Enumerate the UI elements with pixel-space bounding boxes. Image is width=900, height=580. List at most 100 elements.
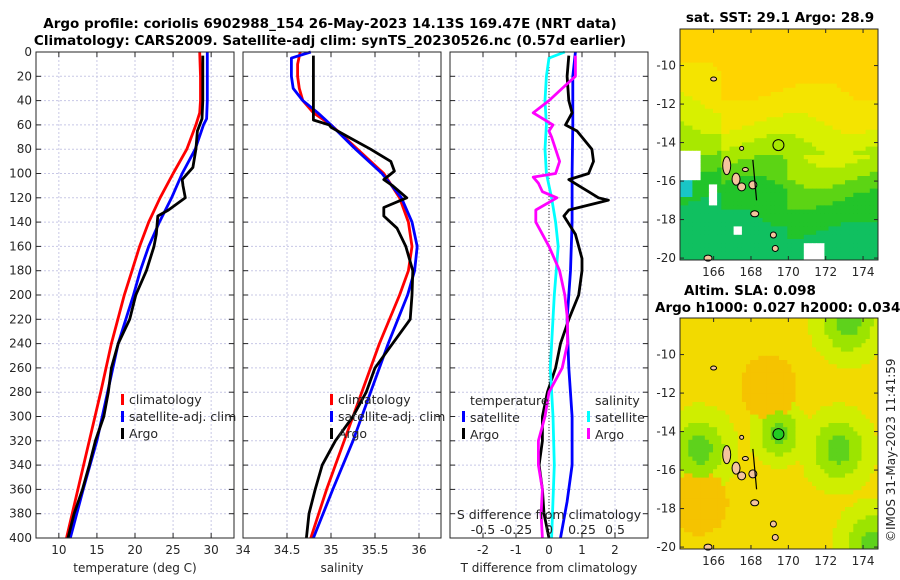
map-cell	[717, 368, 722, 373]
map-cell	[849, 431, 854, 436]
map-cell	[779, 385, 784, 390]
map-cell	[708, 355, 714, 361]
map-cell	[688, 79, 693, 84]
map-cell	[857, 213, 862, 219]
map-cell	[779, 360, 784, 365]
map-cell	[787, 150, 792, 156]
map-cell	[754, 339, 759, 344]
map-cell	[873, 71, 879, 76]
map-cell	[783, 117, 788, 122]
map-cell	[774, 33, 780, 38]
map-cell	[696, 41, 701, 47]
map-cell	[696, 79, 701, 84]
map-cell	[795, 355, 800, 361]
map-cell	[824, 255, 829, 261]
map-cell	[783, 418, 788, 424]
map-cell	[812, 393, 817, 399]
map-cell	[873, 334, 879, 340]
map-cell	[692, 397, 697, 403]
map-cell	[704, 469, 710, 474]
map-cell	[799, 385, 805, 390]
map-cell	[737, 339, 743, 344]
map-cell	[816, 29, 821, 34]
map-cell	[816, 339, 821, 344]
map-cell	[820, 460, 825, 466]
map-cell	[824, 29, 829, 34]
map-cell	[787, 410, 792, 415]
map-cell	[696, 142, 701, 147]
map-cell	[708, 213, 714, 219]
map-cell	[836, 376, 842, 382]
series-salinity-satellite	[543, 50, 566, 539]
map-cell	[836, 171, 842, 177]
map-cell	[857, 226, 862, 231]
map-cell	[721, 334, 726, 340]
map-cell	[795, 351, 800, 357]
map-cell	[750, 418, 755, 424]
map-cell	[787, 460, 792, 466]
map-cell	[737, 481, 743, 487]
map-cell	[828, 423, 833, 428]
map-cell	[741, 418, 747, 424]
map-cell	[750, 188, 755, 194]
map-cell	[708, 234, 714, 240]
map-cell	[750, 243, 755, 248]
map-cell	[704, 318, 710, 323]
map-cell	[820, 197, 825, 202]
map-cell	[803, 108, 809, 114]
map-cell	[849, 234, 854, 240]
map-cell	[783, 171, 788, 177]
map-cell	[733, 255, 739, 261]
map-cell	[803, 406, 809, 411]
map-cell	[807, 33, 813, 38]
map-cell	[754, 230, 759, 236]
map-cell	[849, 50, 854, 55]
map-cell	[840, 385, 846, 390]
map-cell	[795, 197, 800, 202]
map-cell	[824, 45, 829, 51]
map-cell	[791, 355, 796, 361]
map-cell	[721, 460, 726, 466]
map-cell	[700, 142, 706, 147]
map-cell	[700, 234, 706, 240]
map-cell	[816, 201, 821, 206]
map-cell	[741, 83, 747, 89]
map-cell	[729, 75, 734, 80]
map-cell	[787, 486, 792, 491]
map-cell	[688, 318, 693, 323]
map-cell	[680, 41, 685, 47]
map-cell	[725, 397, 730, 403]
map-cell	[754, 108, 759, 114]
map-cell	[824, 222, 829, 227]
map-cell	[713, 180, 718, 185]
map-cell	[787, 37, 792, 42]
map-cell	[791, 218, 796, 223]
map-cell	[812, 351, 817, 357]
map-cell	[849, 92, 854, 97]
map-cell	[779, 62, 784, 68]
map-cell	[754, 343, 759, 348]
map-cell	[803, 197, 809, 202]
map-cell	[853, 251, 858, 257]
map-cell	[696, 343, 701, 348]
map-cell	[700, 469, 706, 474]
map-cell	[820, 29, 825, 34]
map-cell	[729, 473, 734, 478]
map-cell	[733, 222, 739, 227]
map-cell	[750, 448, 755, 453]
map-cell	[840, 243, 846, 248]
x-tick-label: 2	[611, 543, 619, 557]
map-cell	[684, 444, 689, 449]
map-cell	[845, 330, 850, 336]
map-cell	[783, 66, 788, 72]
map-cell	[820, 50, 825, 55]
map-cell	[803, 222, 809, 227]
map-cell	[849, 176, 854, 181]
map-cell	[791, 121, 796, 126]
map-cell	[758, 125, 763, 131]
map-cell	[783, 213, 788, 219]
map-cell	[795, 129, 800, 135]
map-cell	[857, 62, 862, 68]
map-cell	[865, 218, 871, 223]
map-cell	[766, 150, 772, 156]
